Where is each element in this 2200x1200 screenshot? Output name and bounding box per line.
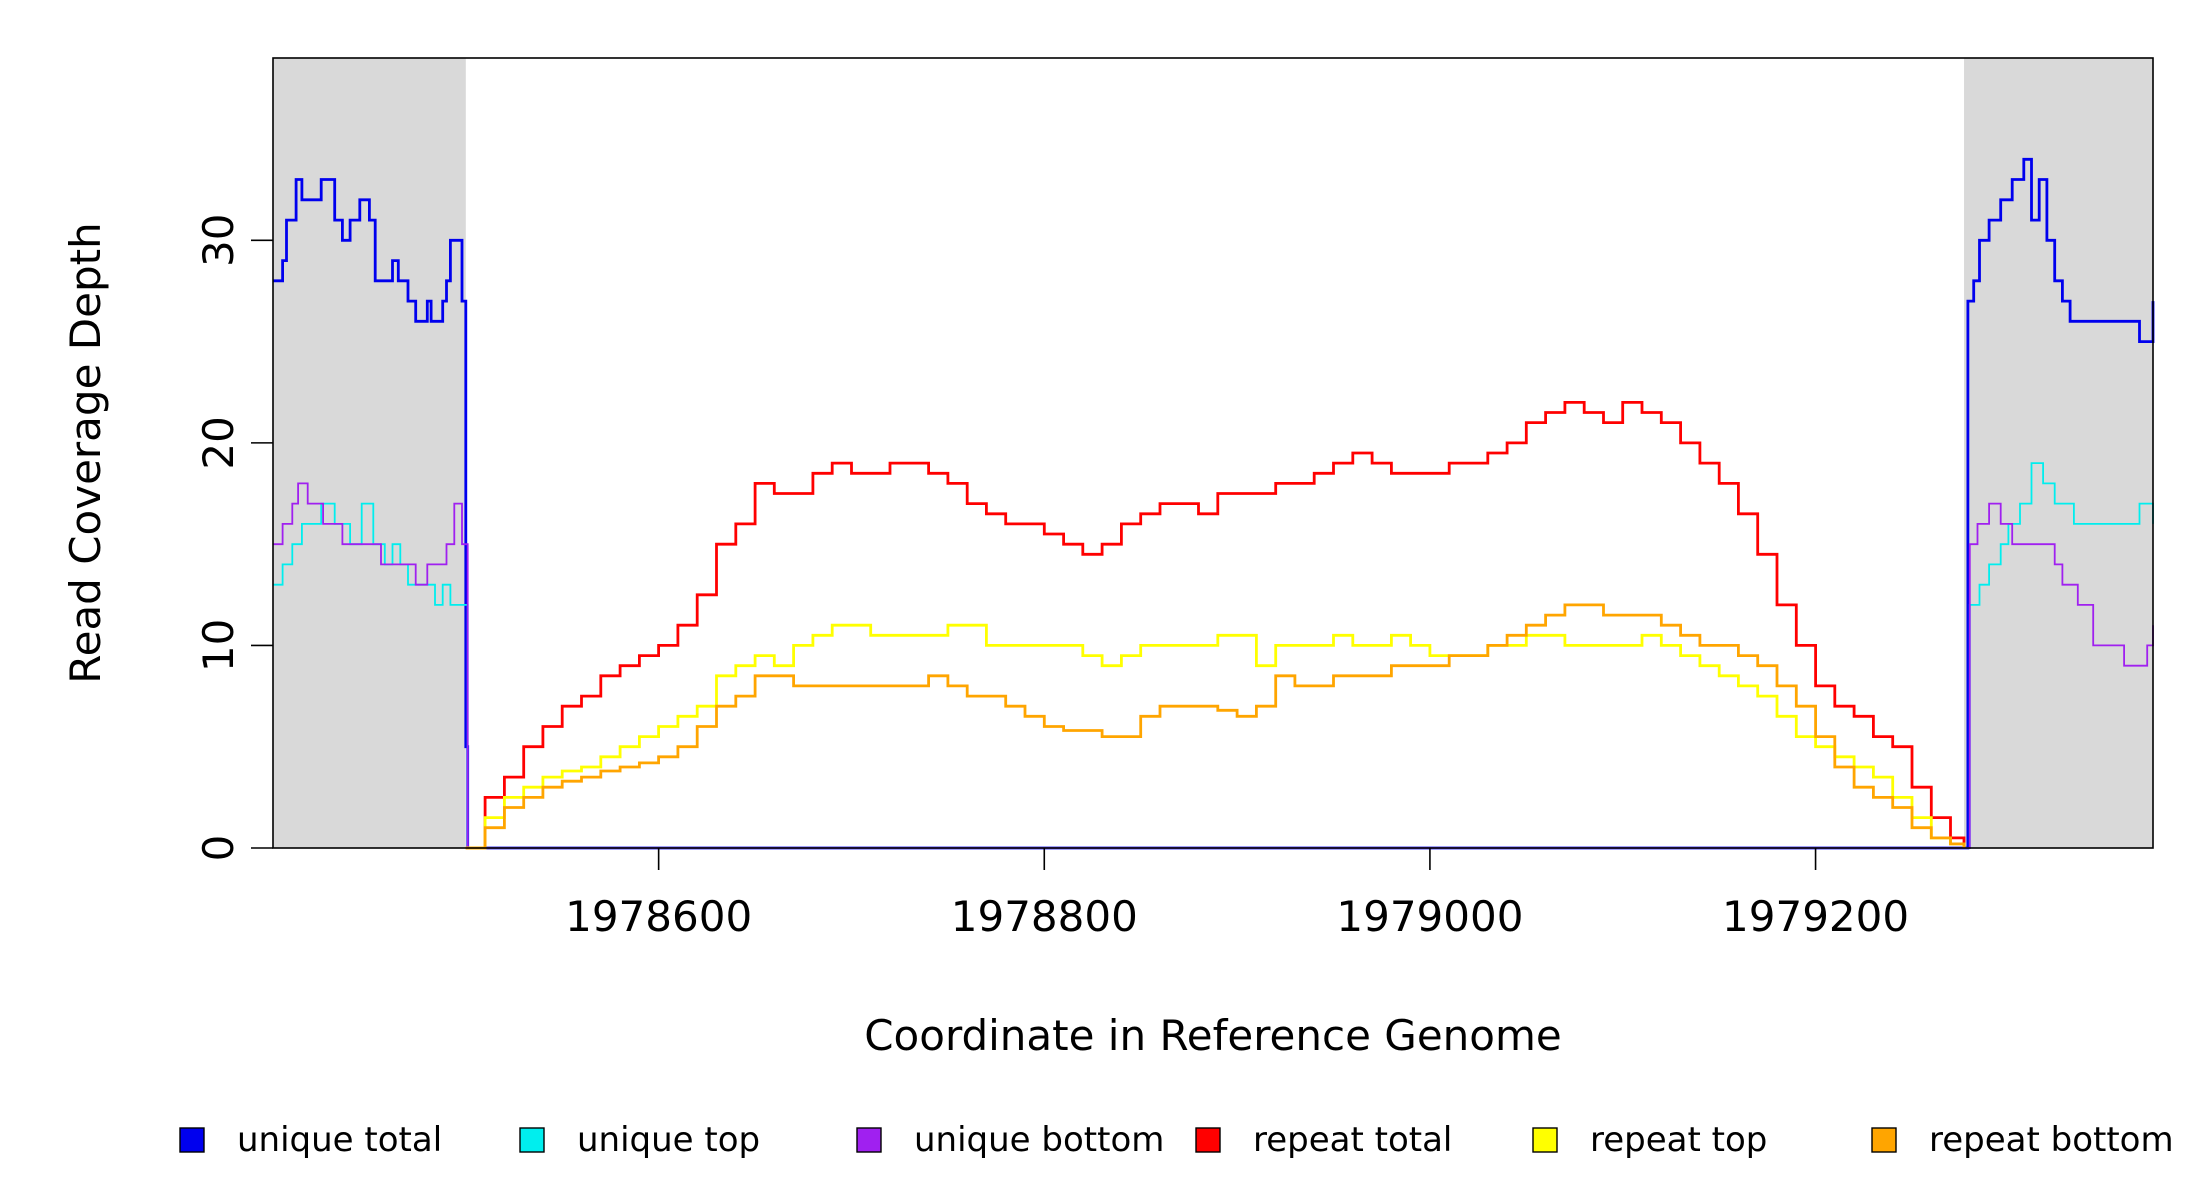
series-lines — [273, 157, 2155, 850]
legend-label-unique-top: unique top — [577, 1120, 760, 1160]
series-unique-total — [273, 157, 2155, 850]
legend-swatch-unique-top — [519, 1127, 545, 1153]
legend-label-unique-total: unique total — [237, 1120, 442, 1160]
shaded-region-1 — [273, 58, 466, 848]
y-axis-label: Read Coverage Depth — [61, 222, 110, 683]
legend: unique total unique top unique bottom repea… — [179, 1120, 2174, 1160]
series-repeat-bottom — [465, 603, 1966, 850]
legend-swatch-repeat-top — [1532, 1127, 1558, 1153]
legend-swatch-unique-total — [179, 1127, 205, 1153]
series-unique-top — [273, 462, 2154, 849]
series-unique-bottom — [273, 482, 2154, 849]
x-tick-label-1979000: 1979000 — [1336, 892, 1523, 941]
x-tick-label-1978600: 1978600 — [565, 892, 752, 941]
shaded-region-2 — [1964, 58, 2153, 848]
x-tick-label-1979200: 1979200 — [1722, 892, 1909, 941]
x-tick-label-1978800: 1978800 — [951, 892, 1138, 941]
legend-label-repeat-top: repeat top — [1590, 1120, 1767, 1160]
legend-swatch-repeat-bottom — [1871, 1127, 1897, 1153]
series-repeat-top — [465, 623, 1966, 850]
legend-swatch-unique-bottom — [856, 1127, 882, 1153]
y-tick-label-20: 20 — [194, 416, 243, 469]
y-tick-label-30: 30 — [194, 214, 243, 267]
y-tick-label-0: 0 — [194, 835, 243, 862]
y-tick-label-10: 10 — [194, 619, 243, 672]
legend-swatch-repeat-total — [1195, 1127, 1221, 1153]
x-axis-label: Coordinate in Reference Genome — [864, 1011, 1562, 1060]
legend-label-repeat-bottom: repeat bottom — [1929, 1120, 2174, 1160]
axes: 1978600 1978800 1979000 1979200 0 10 20 30 — [194, 214, 1909, 941]
plot-frame — [272, 57, 2154, 849]
shaded-regions — [273, 58, 2153, 848]
legend-label-unique-bottom: unique bottom — [914, 1120, 1164, 1160]
legend-label-repeat-total: repeat total — [1253, 1120, 1452, 1160]
series-repeat-total — [465, 401, 1966, 850]
